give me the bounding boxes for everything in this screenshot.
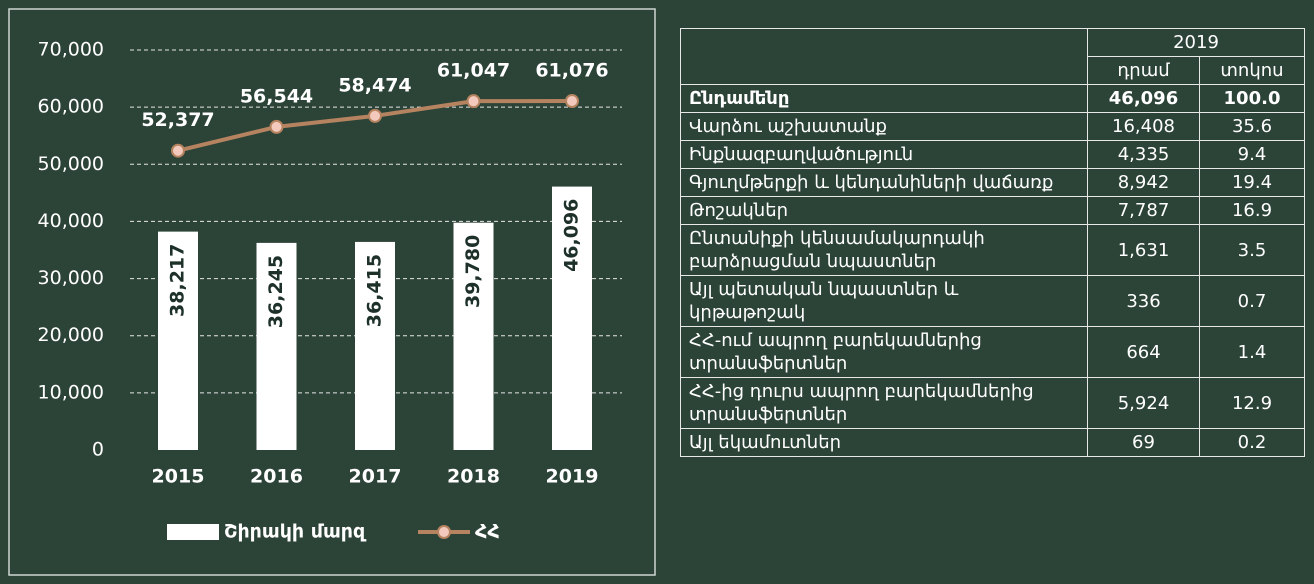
chart-frame [8, 8, 656, 576]
table-row: Այլ պետական նպաստներ և կրթաթոշակ 336 0.7 [680, 275, 1305, 327]
year-header: 2019 [1087, 28, 1305, 57]
y-tick-label: 0 [92, 439, 104, 461]
bar-value-label: 46,096 [561, 199, 583, 272]
cell: 8,942 [1087, 168, 1200, 197]
row-label: ՀՀ-ում ապրող բարեկամներից տրանսֆերտներ [680, 326, 1088, 378]
cell: 100.0 [1199, 84, 1305, 113]
x-tick-label: 2015 [152, 466, 205, 488]
cell: 1,631 [1087, 224, 1200, 276]
line-value-label: 61,076 [535, 59, 608, 81]
row-label: Գյուղմթերքի և կենդանիների վաճառք [680, 168, 1088, 197]
row-label: ՀՀ-ից դուրս ապրող բարեկամներից տրանսֆերտ… [680, 377, 1088, 429]
x-tick-label: 2017 [349, 466, 402, 488]
y-tick-label: 20,000 [38, 324, 104, 346]
bar-value-label: 36,245 [265, 255, 287, 328]
y-tick-label: 70,000 [38, 39, 104, 61]
cell: 12.9 [1199, 377, 1305, 429]
table-row: ՀՀ-ից դուրս ապրող բարեկամներից տրանսֆերտ… [680, 377, 1305, 429]
column-header: տոկոս [1199, 56, 1305, 85]
y-tick-label: 10,000 [38, 381, 104, 403]
header-row: 2019 [680, 28, 1305, 85]
cell: 7,787 [1087, 196, 1200, 225]
corner-cell [680, 28, 1088, 85]
cell: 16,408 [1087, 112, 1200, 141]
y-tick-label: 30,000 [38, 267, 104, 289]
row-label: Ընտանիքի կենսամակարդակի բարձրացման նպաստ… [680, 224, 1088, 276]
row-label: Վարձու աշխատանք [680, 112, 1088, 141]
legend-label: Շիրակի մարզ [224, 521, 367, 543]
y-tick-label: 40,000 [38, 210, 104, 232]
bar [355, 241, 395, 450]
bar [552, 186, 592, 450]
bar-value-label: 38,217 [167, 244, 189, 317]
legend-swatch [167, 524, 219, 540]
table-row: Թոշակներ 7,787 16.9 [680, 196, 1305, 225]
row-label: Թոշակներ [680, 196, 1088, 225]
cell: 69 [1087, 428, 1200, 457]
table-row: ՀՀ-ում ապրող բարեկամներից տրանսֆերտներ 66… [680, 326, 1305, 378]
bar-value-label: 39,780 [462, 235, 484, 308]
x-tick-label: 2016 [250, 466, 303, 488]
table-row: Ընտանիքի կենսամակարդակի բարձրացման նպաստ… [680, 224, 1305, 276]
row-label: Ինքնազբաղվածություն [680, 140, 1088, 169]
line-marker [269, 119, 284, 134]
cell: 19.4 [1199, 168, 1305, 197]
line-marker [466, 94, 481, 109]
row-label: Այլ պետական նպաստներ և կրթաթոշակ [680, 275, 1088, 327]
table-row: Վարձու աշխատանք 16,408 35.6 [680, 112, 1305, 141]
x-tick-label: 2019 [546, 466, 599, 488]
y-tick-label: 50,000 [38, 153, 104, 175]
table-row: Ընդամենը 46,096 100.0 [680, 84, 1305, 113]
line-value-label: 58,474 [338, 74, 411, 96]
line [177, 98, 573, 153]
cell: 0.2 [1199, 428, 1305, 457]
x-tick-label: 2018 [447, 466, 500, 488]
bar [453, 222, 494, 450]
bar [256, 242, 297, 450]
line-value-label: 61,047 [437, 60, 510, 82]
row-label: Այլ եկամուտներ [680, 428, 1088, 457]
cell: 1.4 [1199, 326, 1305, 378]
income-table: 2019 դրամ տոկոս Ընդամենը 46,096 100.0 Վարձո… [680, 28, 1305, 457]
line-marker [565, 93, 579, 108]
cell: 5,924 [1087, 377, 1200, 429]
bar [158, 231, 198, 450]
cell: 336 [1087, 275, 1200, 327]
legend-label: ՀՀ [475, 521, 500, 543]
cell: 9.4 [1199, 140, 1305, 169]
cell: 4,335 [1087, 140, 1200, 169]
chart: 0 10,000 20,000 30,000 40,000 50,000 60,000 70,… [8, 8, 656, 576]
column-header: դրամ [1087, 56, 1200, 85]
legend-marker [437, 525, 451, 539]
cell: 46,096 [1087, 84, 1200, 113]
line-marker [368, 108, 382, 123]
cell: 3.5 [1199, 224, 1305, 276]
row-label: Ընդամենը [680, 84, 1088, 113]
table-row: Գյուղմթերքի և կենդանիների վաճառք 8,942 19.… [680, 168, 1305, 197]
cell: 35.6 [1199, 112, 1305, 141]
bar-value-label: 36,415 [364, 254, 386, 327]
line-value-label: 52,377 [141, 109, 214, 131]
cell: 664 [1087, 326, 1200, 378]
y-tick-label: 60,000 [38, 96, 104, 118]
cell: 16.9 [1199, 196, 1305, 225]
line-marker [171, 143, 185, 158]
line-value-label: 56,544 [240, 85, 313, 107]
table-row: Ինքնազբաղվածություն 4,335 9.4 [680, 140, 1305, 169]
table-row: Այլ եկամուտներ 69 0.2 [680, 428, 1305, 457]
cell: 0.7 [1199, 275, 1305, 327]
